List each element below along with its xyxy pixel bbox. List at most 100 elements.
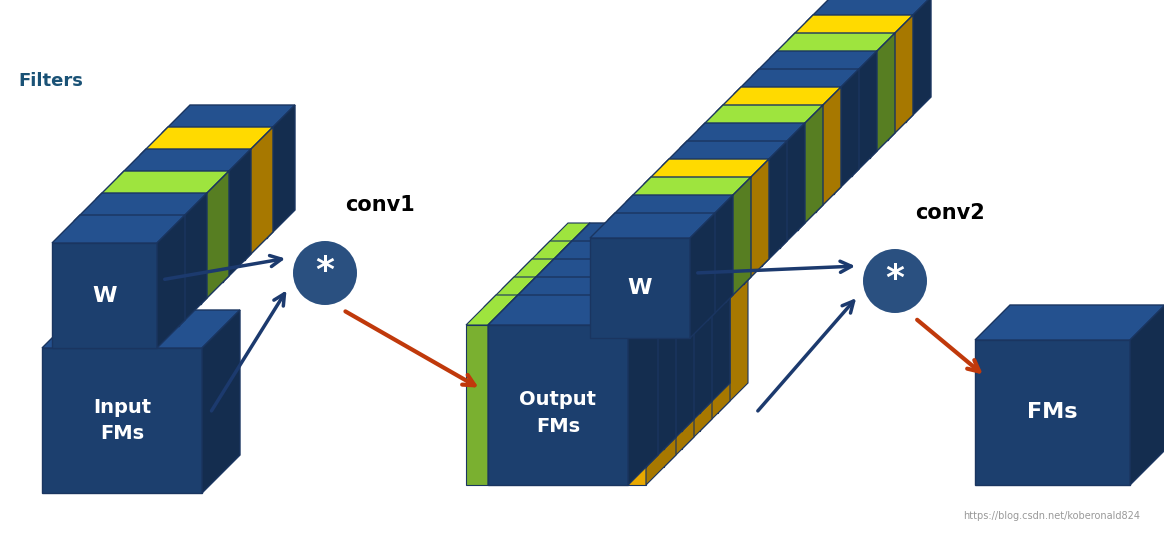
Polygon shape: [590, 238, 690, 338]
Polygon shape: [466, 295, 518, 325]
Polygon shape: [752, 76, 852, 176]
Polygon shape: [52, 243, 157, 348]
Polygon shape: [560, 253, 700, 413]
Polygon shape: [629, 295, 658, 485]
Text: *: *: [315, 254, 334, 288]
Polygon shape: [662, 141, 787, 166]
Text: https://blog.csdn.net/koberonald824: https://blog.csdn.net/koberonald824: [963, 511, 1140, 521]
Polygon shape: [74, 221, 179, 326]
Polygon shape: [646, 277, 694, 307]
Polygon shape: [267, 105, 294, 238]
Polygon shape: [488, 295, 518, 485]
Polygon shape: [680, 123, 805, 148]
Polygon shape: [771, 58, 870, 158]
Text: Input
FMs: Input FMs: [93, 398, 151, 443]
Text: conv2: conv2: [915, 203, 985, 223]
Polygon shape: [244, 127, 274, 260]
Polygon shape: [162, 133, 267, 238]
Polygon shape: [646, 277, 676, 467]
Polygon shape: [690, 213, 715, 338]
Polygon shape: [608, 220, 708, 320]
Polygon shape: [608, 195, 733, 220]
Polygon shape: [700, 223, 730, 413]
Polygon shape: [975, 340, 1130, 485]
Polygon shape: [52, 215, 185, 243]
Polygon shape: [42, 348, 203, 493]
Text: W: W: [92, 286, 116, 305]
Polygon shape: [506, 277, 535, 467]
Polygon shape: [590, 213, 715, 238]
Polygon shape: [762, 141, 787, 266]
Polygon shape: [488, 325, 629, 485]
Polygon shape: [780, 123, 805, 248]
Polygon shape: [682, 271, 700, 431]
Polygon shape: [560, 223, 730, 253]
Polygon shape: [484, 277, 535, 307]
Polygon shape: [466, 325, 488, 485]
Polygon shape: [870, 33, 895, 158]
Polygon shape: [201, 171, 229, 304]
Polygon shape: [700, 223, 748, 253]
Polygon shape: [716, 87, 842, 112]
Polygon shape: [700, 241, 730, 431]
Polygon shape: [488, 295, 658, 325]
Polygon shape: [95, 199, 201, 304]
Polygon shape: [663, 277, 694, 467]
Polygon shape: [644, 184, 744, 284]
Polygon shape: [663, 259, 694, 449]
Polygon shape: [203, 310, 240, 493]
Polygon shape: [560, 223, 590, 413]
Text: W: W: [627, 278, 652, 298]
Polygon shape: [833, 69, 859, 194]
Polygon shape: [524, 259, 694, 289]
Polygon shape: [788, 15, 913, 40]
Polygon shape: [626, 202, 726, 302]
Polygon shape: [752, 51, 876, 76]
Polygon shape: [502, 259, 554, 289]
Text: conv1: conv1: [345, 195, 414, 215]
Polygon shape: [118, 149, 251, 177]
Polygon shape: [162, 105, 294, 133]
Polygon shape: [484, 307, 506, 467]
Polygon shape: [118, 177, 223, 282]
Polygon shape: [906, 0, 931, 122]
Polygon shape: [140, 127, 274, 155]
Polygon shape: [629, 295, 676, 325]
Polygon shape: [520, 241, 572, 271]
Polygon shape: [816, 87, 842, 212]
Polygon shape: [502, 289, 524, 449]
Polygon shape: [744, 159, 769, 284]
Polygon shape: [524, 259, 554, 449]
Text: *: *: [886, 262, 904, 296]
Polygon shape: [506, 307, 646, 467]
Polygon shape: [734, 69, 859, 94]
Polygon shape: [1130, 305, 1164, 485]
Polygon shape: [799, 105, 823, 230]
Polygon shape: [716, 112, 816, 212]
Polygon shape: [975, 305, 1164, 340]
Circle shape: [863, 249, 927, 313]
Polygon shape: [888, 15, 913, 140]
Polygon shape: [663, 259, 712, 289]
Polygon shape: [734, 94, 833, 194]
Polygon shape: [506, 277, 676, 307]
Polygon shape: [788, 40, 888, 140]
Polygon shape: [646, 295, 676, 485]
Polygon shape: [805, 0, 931, 22]
Polygon shape: [629, 325, 646, 485]
Polygon shape: [538, 253, 560, 413]
Polygon shape: [140, 155, 244, 260]
Polygon shape: [771, 33, 895, 58]
Polygon shape: [680, 148, 780, 248]
Polygon shape: [542, 271, 682, 431]
Polygon shape: [74, 193, 207, 221]
Polygon shape: [542, 241, 712, 271]
Circle shape: [293, 241, 357, 305]
Polygon shape: [663, 289, 682, 449]
Polygon shape: [524, 289, 663, 449]
Polygon shape: [726, 177, 751, 302]
Text: Filters: Filters: [17, 72, 83, 90]
Polygon shape: [718, 223, 748, 413]
Polygon shape: [682, 241, 730, 271]
Polygon shape: [157, 215, 185, 348]
